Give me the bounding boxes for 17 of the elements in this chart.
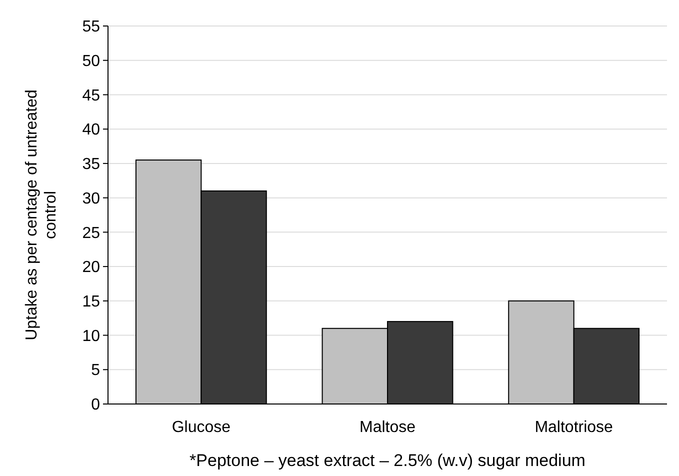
- y-tick-label: 5: [91, 362, 100, 380]
- x-axis-title: *Peptone – yeast extract – 2.5% (w.v) sugar medium: [190, 451, 586, 470]
- y-tick-label: 50: [82, 52, 100, 70]
- y-tick-label: 15: [82, 294, 100, 311]
- y-tick-label: 40: [82, 122, 100, 139]
- x-tick-label: Maltotriose: [534, 419, 614, 436]
- y-tick-label: 0: [91, 396, 100, 414]
- y-tick-label: 25: [82, 224, 100, 242]
- y-tick-label: 30: [82, 190, 100, 208]
- x-tick-label: Glucose: [172, 419, 231, 436]
- y-tick-label: 35: [82, 156, 100, 174]
- y-tick-label: 45: [82, 87, 100, 104]
- y-tick-label: 20: [82, 259, 100, 276]
- y-tick-label: 10: [82, 328, 100, 345]
- x-tick-label: Maltose: [359, 419, 416, 436]
- y-tick-label: 55: [82, 18, 100, 36]
- y-axis-title: Uptake as per centage of untreated control: [23, 90, 60, 340]
